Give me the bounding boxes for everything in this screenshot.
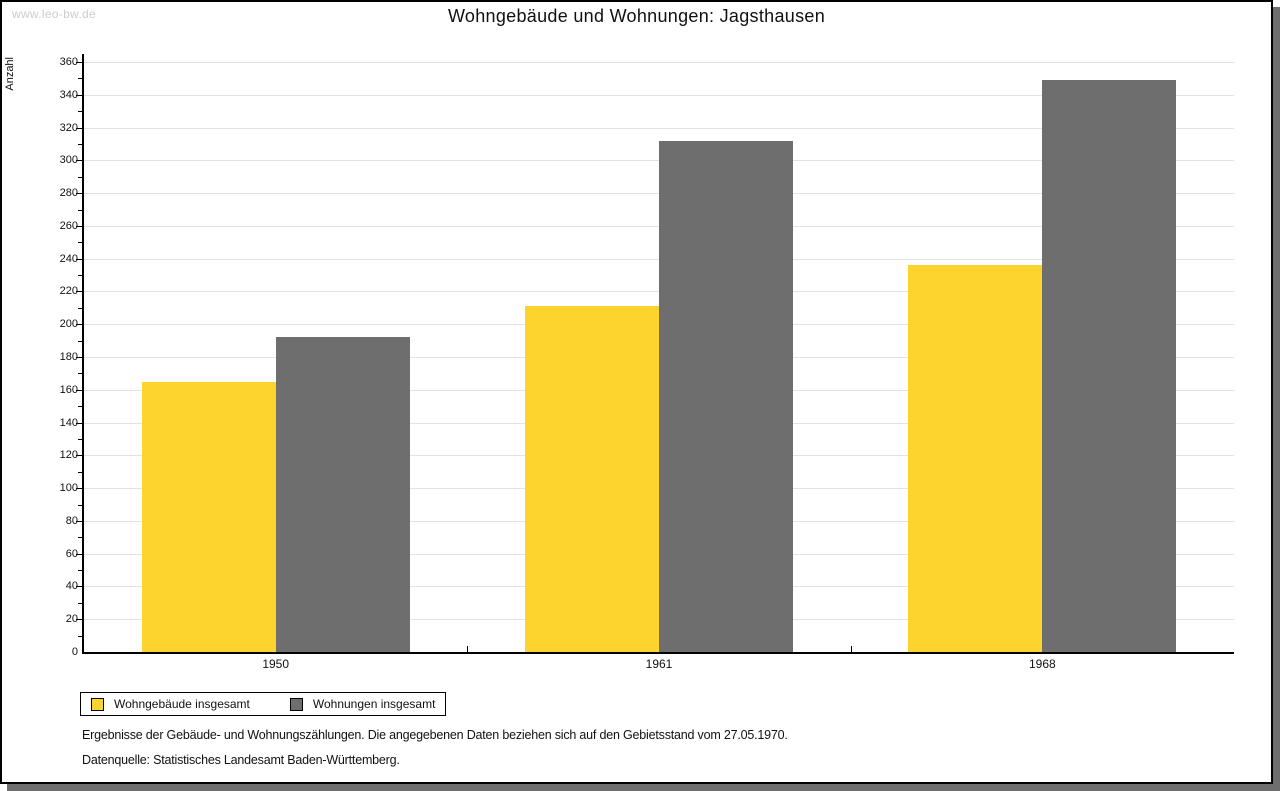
y-minor-tick <box>78 111 82 113</box>
legend-swatch-gray <box>289 697 303 711</box>
y-major-tick <box>76 258 82 260</box>
gridline <box>84 62 1234 63</box>
y-tick-label: 280 <box>59 187 78 200</box>
y-tick-label: 180 <box>59 351 78 363</box>
y-minor-tick <box>78 570 82 572</box>
gridline <box>84 94 1234 96</box>
y-minor-tick <box>78 373 82 375</box>
y-major-tick <box>76 62 82 63</box>
gridline <box>84 127 1234 129</box>
y-tick-label: 200 <box>59 318 78 331</box>
y-minor-tick <box>78 504 82 506</box>
y-major-tick <box>76 389 82 391</box>
y-tick-label: 120 <box>59 449 78 462</box>
y-minor-tick <box>78 602 82 604</box>
y-major-tick <box>76 586 82 588</box>
y-major-tick <box>76 357 82 358</box>
y-major-tick <box>76 488 82 490</box>
legend-box: Wohngebäude insgesamt Wohnungen insgesam… <box>80 692 447 716</box>
legend-item-wohngebaeude: Wohngebäude insgesamt <box>91 697 250 711</box>
x-axis-label-1961: 1961 <box>645 657 673 671</box>
legend-label: Wohnungen insgesamt <box>312 697 436 711</box>
y-major-tick <box>76 127 82 129</box>
bar-wohngebaeude-1961 <box>525 306 659 652</box>
y-major-tick <box>76 193 82 195</box>
y-minor-tick <box>78 438 82 440</box>
legend-label: Wohngebäude insgesamt <box>114 697 250 711</box>
y-tick-label: 340 <box>59 88 78 101</box>
y-tick-label: 20 <box>65 613 78 626</box>
y-minor-tick <box>78 406 82 408</box>
y-minor-tick <box>78 471 82 473</box>
y-major-tick <box>76 291 82 293</box>
y-axis-line <box>82 54 84 654</box>
x-axis-label-1950: 1950 <box>262 657 290 671</box>
footer-datasource: Datenquelle: Statistisches Landesamt Bad… <box>82 753 400 767</box>
y-minor-tick <box>78 275 82 277</box>
y-tick-label: 220 <box>59 285 78 298</box>
y-tick-label: 140 <box>59 416 78 429</box>
legend-item-wohnungen: Wohnungen insgesamt <box>289 697 436 711</box>
y-tick-label: 100 <box>59 482 78 495</box>
y-minor-tick <box>78 307 82 309</box>
y-tick-label: 40 <box>65 580 78 593</box>
bar-wohngebaeude-1950 <box>141 381 276 652</box>
bar-wohngebaeude-1968 <box>908 265 1043 652</box>
x-axis-label-1968: 1968 <box>1028 657 1056 671</box>
y-major-tick <box>76 553 82 555</box>
y-tick-label: 300 <box>59 154 78 167</box>
x-axis-line <box>82 652 1234 654</box>
y-major-tick <box>76 225 82 227</box>
y-minor-tick <box>78 143 82 145</box>
legend-swatch-yellow <box>91 697 104 711</box>
y-minor-tick <box>78 635 82 637</box>
x-category-tick <box>467 646 469 652</box>
y-minor-tick <box>78 209 82 211</box>
y-minor-tick <box>78 176 82 178</box>
footer-note: Ergebnisse der Gebäude- und Wohnungszähl… <box>82 728 788 742</box>
y-major-tick <box>76 324 82 326</box>
chart-title: Wohngebäude und Wohnungen: Jagsthausen <box>447 6 826 26</box>
y-major-tick <box>76 619 82 621</box>
plot-area: 0 20 40 60 80 100 120 140 160 180 200 220 240 260 280 3… <box>2 2 1271 782</box>
y-major-tick <box>76 455 82 457</box>
watermark: www.leo-bw.de <box>12 7 96 21</box>
y-minor-tick <box>78 242 82 244</box>
y-tick-label: 240 <box>59 252 78 265</box>
y-tick-label: 60 <box>65 547 78 560</box>
y-major-tick <box>76 520 82 522</box>
x-category-tick <box>850 646 852 652</box>
y-major-tick <box>76 160 82 162</box>
y-minor-tick <box>78 340 82 342</box>
y-tick-label: 260 <box>59 219 78 232</box>
y-tick-label: 320 <box>59 121 78 134</box>
bar-wohnungen-1950 <box>275 337 410 652</box>
bar-wohnungen-1968 <box>1042 80 1177 652</box>
y-major-tick <box>76 422 82 424</box>
y-tick-label: 80 <box>65 514 78 527</box>
y-tick-label: 360 <box>59 56 78 68</box>
bar-wohnungen-1961 <box>659 140 793 652</box>
y-minor-tick <box>78 537 82 539</box>
y-major-tick <box>76 94 82 96</box>
y-minor-tick <box>78 78 82 80</box>
y-tick-label: 160 <box>59 383 78 396</box>
y-tick-label: 0 <box>71 646 78 658</box>
